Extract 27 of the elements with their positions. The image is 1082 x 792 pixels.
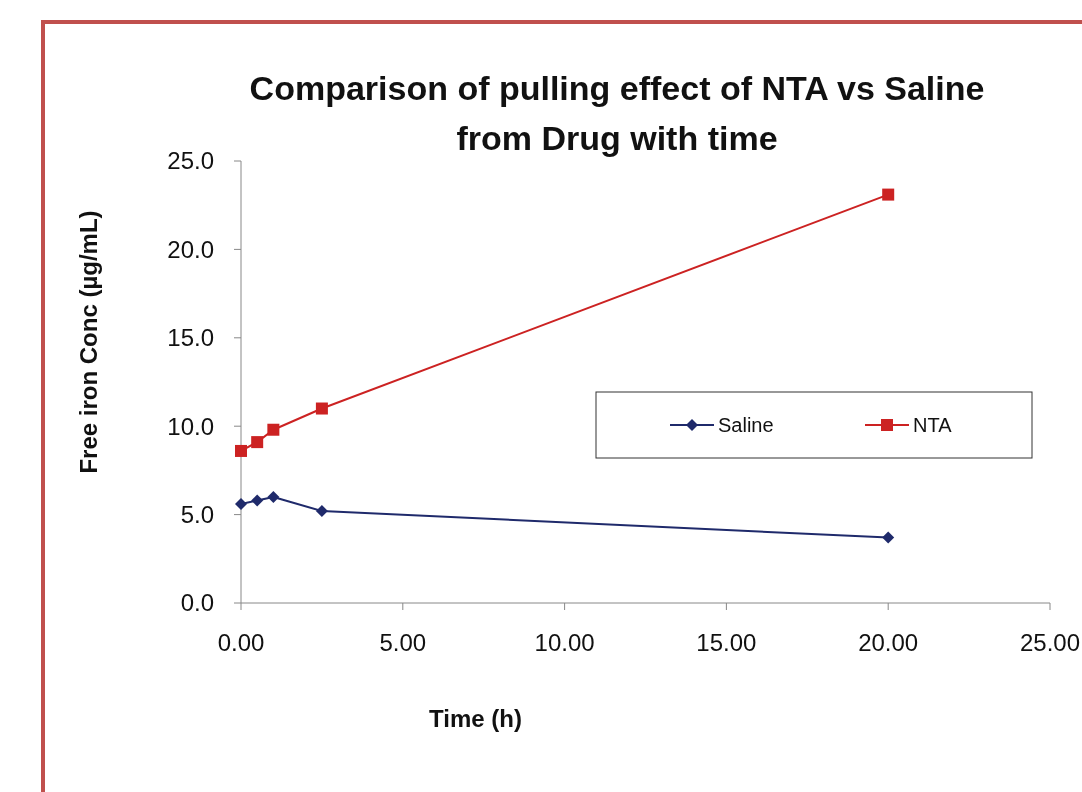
point (882, 531, 895, 544)
point (235, 444, 247, 457)
y-axis-title: Free iron Conc (µg/mL) (75, 210, 102, 474)
x-tick-label: 5.00 (379, 629, 427, 656)
y-tick-label: 5.0 (180, 501, 214, 528)
y-tick-label: 15.0 (167, 324, 214, 352)
y-tick-label: 10.0 (167, 412, 214, 440)
legend-label: NTA (913, 414, 953, 436)
point (267, 423, 280, 436)
point (251, 494, 264, 507)
point (251, 436, 264, 449)
y-tick-label: 20.0 (167, 235, 214, 263)
y-tick-label: 0.0 (180, 589, 214, 617)
point (315, 402, 328, 415)
x-tick-label: 20.00 (858, 629, 919, 656)
legend-label: Saline (718, 414, 774, 436)
y-tick-label: 25.0 (167, 147, 214, 175)
point (315, 505, 328, 518)
x-tick-label: 25.00 (1019, 629, 1081, 656)
x-axis-title: Time (h) (429, 705, 522, 732)
chart-title: Comparison of pulling effect of NTA vs Saline from Drug with time (249, 69, 985, 157)
point (882, 188, 895, 201)
x-tick-label: 15.00 (696, 629, 757, 656)
x-tick-label: 0.00 (217, 629, 265, 656)
point (267, 490, 280, 503)
point (235, 497, 247, 510)
x-tick-label: 10.00 (534, 629, 595, 656)
